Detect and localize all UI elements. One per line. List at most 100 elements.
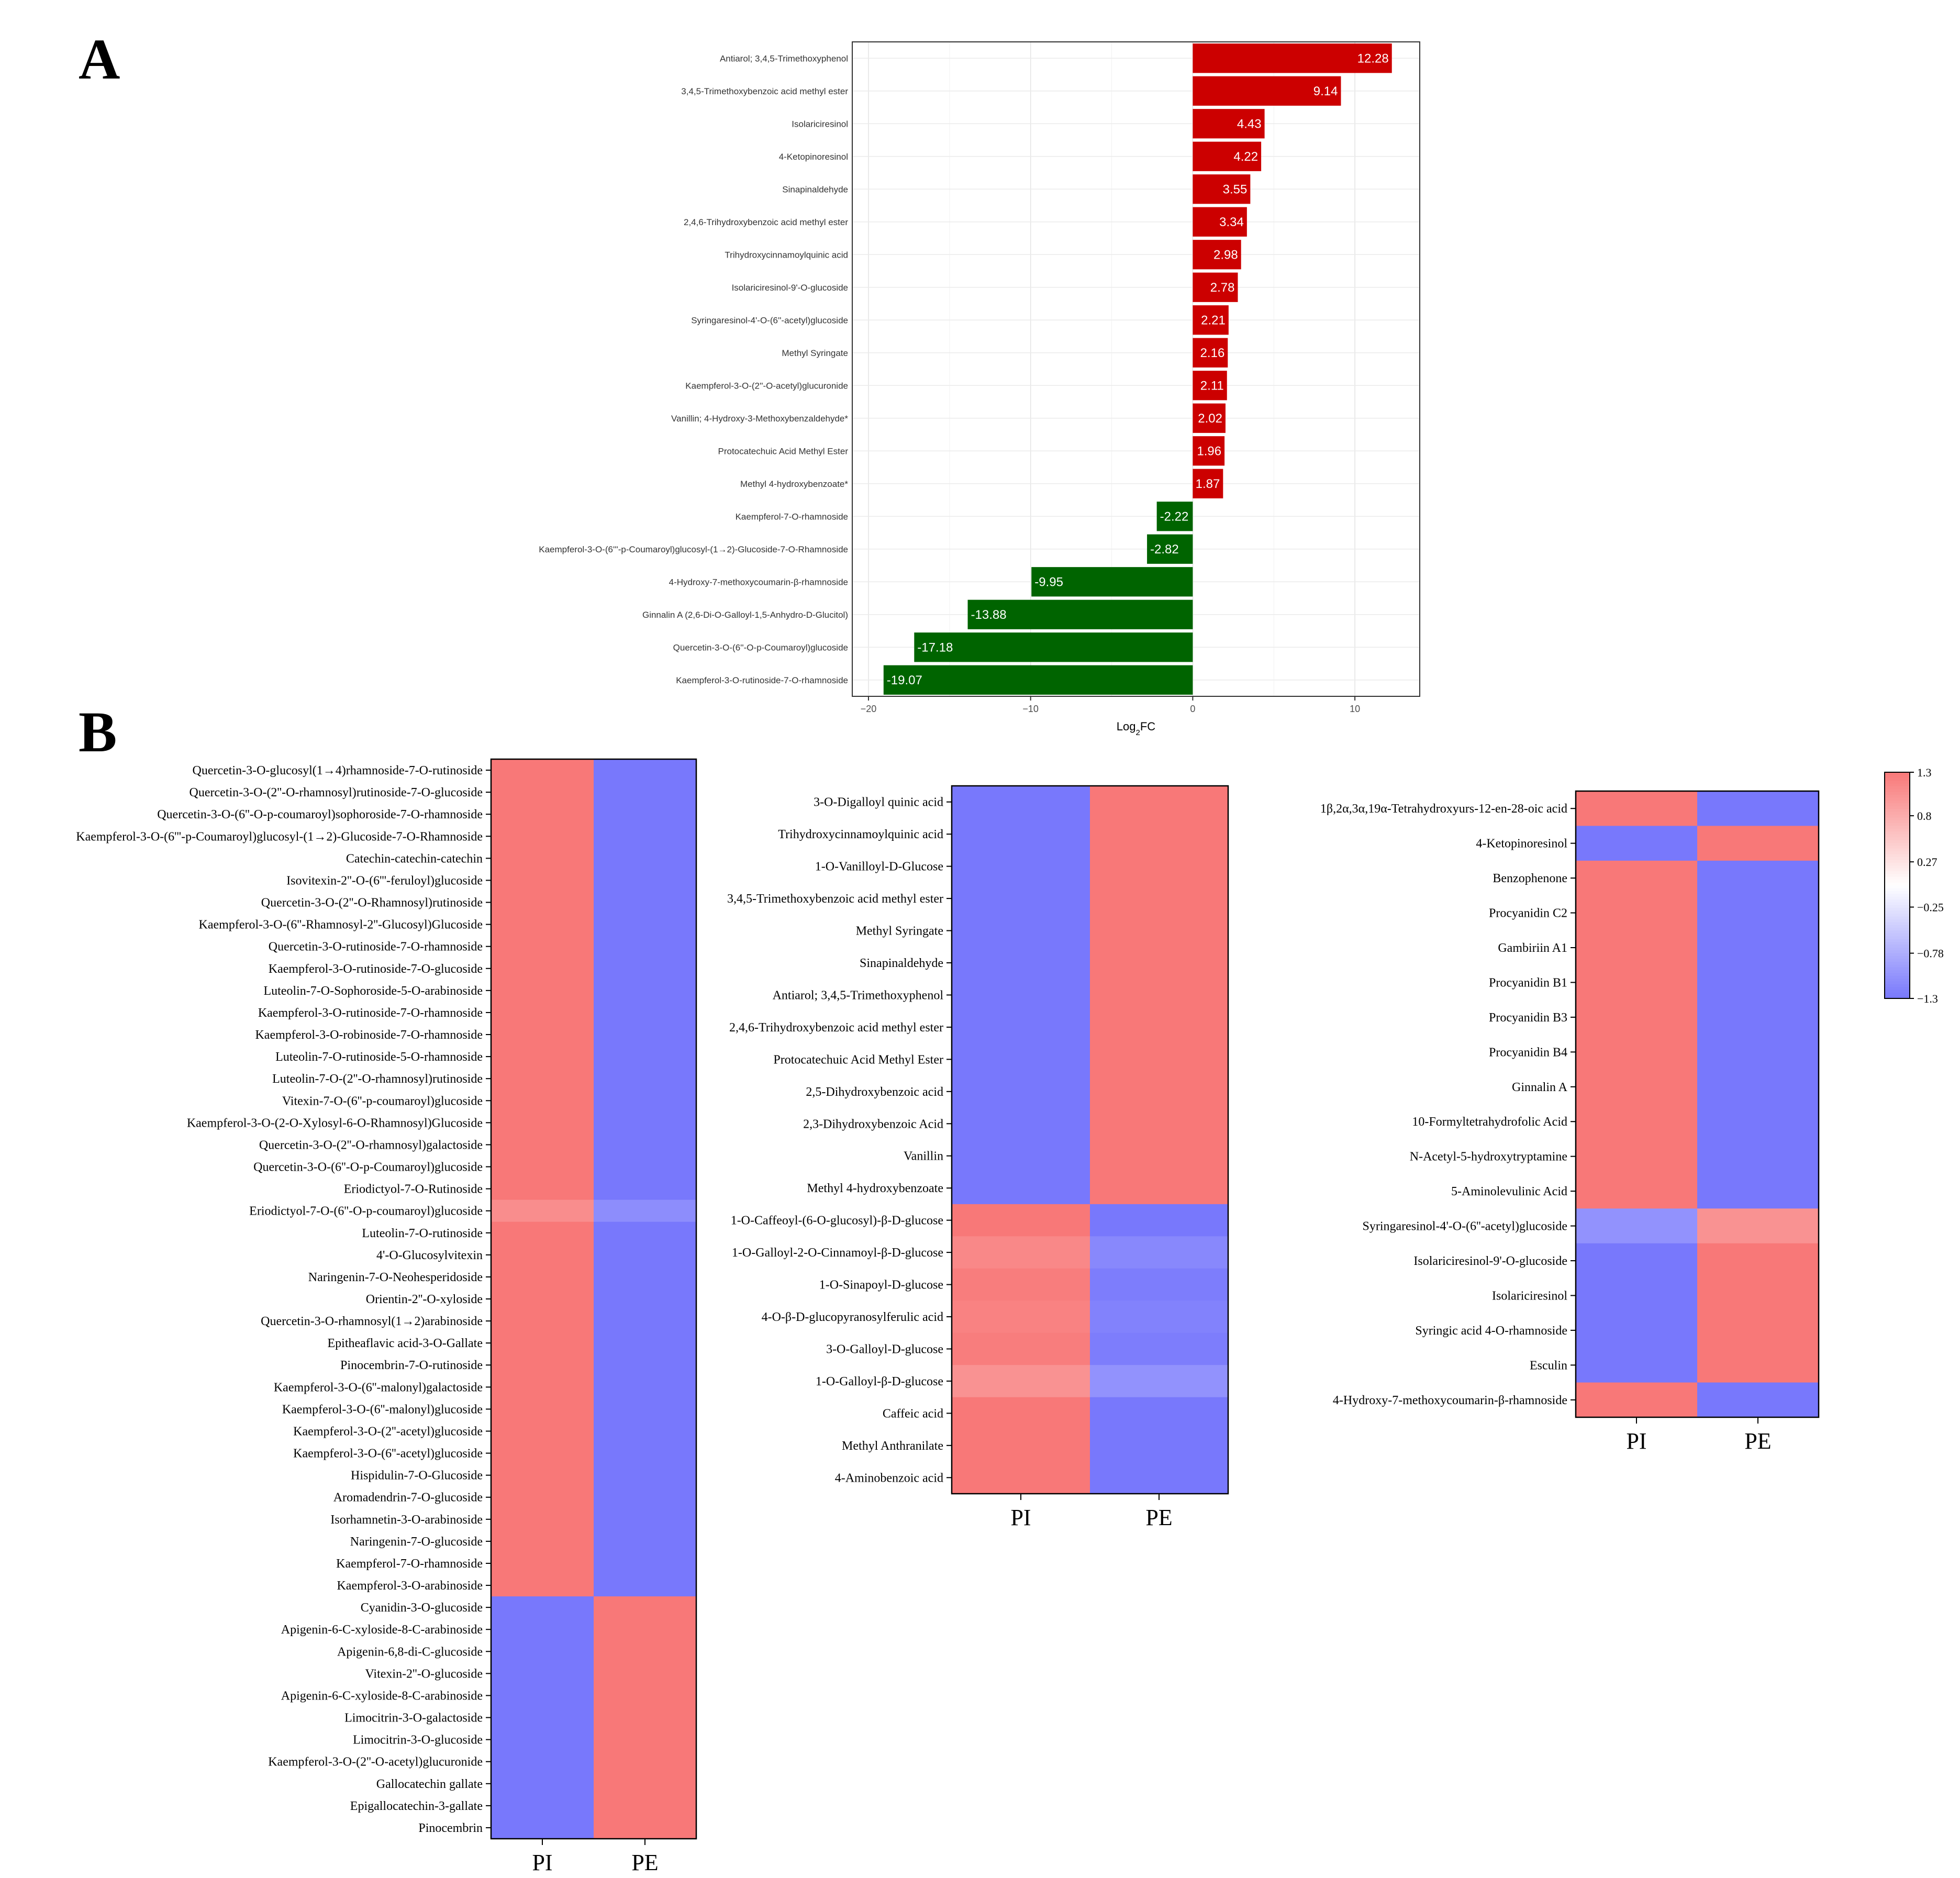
heatmap-row-label: Quercetin-3-O-(6''-O-p-coumaroyl)sophoro…	[157, 808, 483, 821]
heatmap-cell	[1697, 1278, 1819, 1314]
bar-category-label: Kaempferol-3-O-(6'''-p-Coumaroyl)glucosy…	[539, 544, 848, 554]
heatmap-row-label: Isolariciresinol-9'-O-glucoside	[1413, 1254, 1567, 1268]
heatmap-row-label: Kaempferol-3-O-(6''-malonyl)galactoside	[274, 1381, 483, 1394]
heatmap-cell	[491, 1552, 594, 1575]
heatmap-row-label: Benzophenone	[1493, 872, 1567, 885]
colorbar-segment	[1885, 848, 1910, 852]
bar-value-label: 3.55	[1223, 182, 1248, 196]
bar	[1193, 109, 1265, 139]
heatmap-row-label: Luteolin-7-O-(2''-O-rhamnosyl)rutinoside	[272, 1072, 483, 1086]
heatmap-row-label: 4-Hydroxy-7-methoxycoumarin-β-rhamnoside	[1333, 1394, 1567, 1407]
heatmap-cell	[952, 1461, 1090, 1494]
heatmap-cell	[594, 1046, 697, 1068]
heatmap-cell	[952, 786, 1090, 818]
bar-category-label: Protocatechuic Acid Methyl Ester	[718, 446, 848, 456]
heatmap-row-label: 1-O-Caffeoyl-(6-O-glucosyl)-β-D-glucose	[731, 1214, 943, 1228]
heatmap-row-label: Esculin	[1530, 1359, 1567, 1372]
heatmap-cell	[1697, 895, 1819, 931]
heatmap-cell	[952, 850, 1090, 883]
heatmap-row-label: Limocitrin-3-O-glucoside	[353, 1733, 483, 1747]
heatmap-cell	[491, 1574, 594, 1597]
heatmap-cell	[491, 1398, 594, 1420]
heatmap-cell	[1576, 826, 1698, 861]
heatmap-cell	[491, 979, 594, 1002]
colorbar-segment	[1885, 925, 1910, 928]
heatmap-row-label: Naringenin-7-O-Neohesperidoside	[308, 1271, 483, 1284]
heatmap-row-label: Epigallocatechin-3-gallate	[350, 1799, 483, 1813]
heatmap-row-label: Isorhamnetin-3-O-arabinoside	[330, 1513, 483, 1527]
heatmap-row-label: Kaempferol-3-O-robinoside-7-O-rhamnoside	[255, 1028, 483, 1042]
heatmap-cell	[1576, 1173, 1698, 1209]
heatmap-row-label: Apigenin-6-C-xyloside-8-C-arabinoside	[281, 1689, 483, 1703]
heatmap-cell	[491, 759, 594, 782]
bar-value-label: -17.18	[917, 640, 953, 654]
heatmap-cell	[594, 957, 697, 980]
bar-value-label: 2.98	[1213, 248, 1238, 262]
colorbar-tick-label: 0.8	[1917, 809, 1932, 823]
heatmap-border	[490, 758, 697, 1840]
bar-category-label: Kaempferol-3-O-(2''-O-acetyl)glucuronide	[685, 381, 848, 391]
heatmap-row-label: Eriodictyol-7-O-(6''-O-p-coumaroyl)gluco…	[249, 1205, 483, 1218]
heatmap-cell	[491, 1068, 594, 1090]
colorbar-segment	[1885, 781, 1910, 784]
heatmap-row-label: Epitheaflavic acid-3-O-Gallate	[327, 1337, 483, 1350]
heatmap-cell	[1576, 1348, 1698, 1383]
heatmap-cell	[491, 935, 594, 958]
colorbar-segment	[1885, 795, 1910, 798]
heatmap-middle: 3-O-Digalloyl quinic acid Trihydroxycinna…	[727, 785, 1229, 1530]
heatmap-row-label: 1-O-Vanilloyl-D-Glucose	[815, 860, 943, 874]
heatmap-row-label: Syringaresinol-4'-O-(6''-acetyl)glucosid…	[1362, 1220, 1567, 1234]
heatmap-cell	[952, 947, 1090, 980]
heatmap-cell	[491, 1530, 594, 1553]
bar-value-label: 9.14	[1313, 84, 1338, 98]
heatmap-cell	[1090, 947, 1229, 980]
heatmap-cell	[952, 914, 1090, 947]
heatmap-cell	[594, 935, 697, 958]
bar-value-label: 1.87	[1196, 477, 1220, 491]
colorbar-segment	[1885, 885, 1910, 888]
heatmap-cell	[491, 1618, 594, 1641]
bar-category-label: Ginnalin A (2,6-Di-O-Galloyl-1,5-Anhydro…	[642, 610, 848, 620]
heatmap-cell	[594, 1265, 697, 1288]
colorbar-segment	[1885, 995, 1910, 999]
heatmap-row-label: Quercetin-3-O-(2''-O-Rhamnosyl)rutinosid…	[261, 896, 483, 910]
colorbar-segment	[1885, 817, 1910, 821]
colorbar-segment	[1885, 783, 1910, 787]
bar	[1193, 403, 1226, 433]
heatmap-cell	[1090, 914, 1229, 947]
heatmap-cell	[491, 1596, 594, 1619]
bar	[1193, 43, 1392, 73]
heatmap-row-label: Procyanidin B4	[1489, 1046, 1567, 1059]
heatmap-row-label: Kaempferol-3-O-arabinoside	[337, 1579, 483, 1593]
colorbar-segment	[1885, 815, 1910, 818]
heatmap-cell	[491, 1199, 594, 1223]
heatmap-cell	[594, 1068, 697, 1090]
heatmap-cell	[491, 891, 594, 914]
heatmap-cell	[491, 847, 594, 870]
heatmap-cell	[594, 1662, 697, 1685]
heatmap-row-label: Apigenin-6,8-di-C-glucoside	[337, 1645, 483, 1659]
heatmap-cell	[491, 781, 594, 804]
x-axis-title: Log2FC	[1117, 720, 1156, 737]
heatmap-row-label: Kaempferol-3-O-(2''-acetyl)glucoside	[293, 1425, 483, 1438]
heatmap-column-label: PE	[631, 1850, 658, 1875]
heatmap-row-label: 3-O-Digalloyl quinic acid	[814, 796, 943, 809]
colorbar-segment	[1885, 857, 1910, 860]
bar	[1156, 502, 1193, 531]
heatmap-cell	[491, 1354, 594, 1376]
heatmap-cell	[594, 1199, 697, 1223]
colorbar-segment	[1885, 797, 1910, 801]
heatmap-cell	[952, 1301, 1090, 1334]
heatmap-row-label: Limocitrin-3-O-galactoside	[344, 1712, 483, 1725]
colorbar-segment	[1885, 786, 1910, 790]
heatmap-row-label: 4'-O-Glucosylvitexin	[376, 1249, 483, 1262]
bar-value-label: -2.22	[1160, 509, 1189, 524]
heatmap-cell	[594, 1464, 697, 1487]
heatmap-cell	[594, 1134, 697, 1156]
bar-value-label: 2.16	[1200, 346, 1225, 360]
heatmap-row-label: Kaempferol-3-O-(6''-Rhamnosyl-2''-Glucos…	[199, 918, 483, 932]
heatmap-cell	[491, 1662, 594, 1685]
bar-category-label: Antiarol; 3,4,5-Trimethoxyphenol	[720, 53, 848, 63]
colorbar-segment	[1885, 831, 1910, 835]
heatmap-cell	[491, 1332, 594, 1354]
